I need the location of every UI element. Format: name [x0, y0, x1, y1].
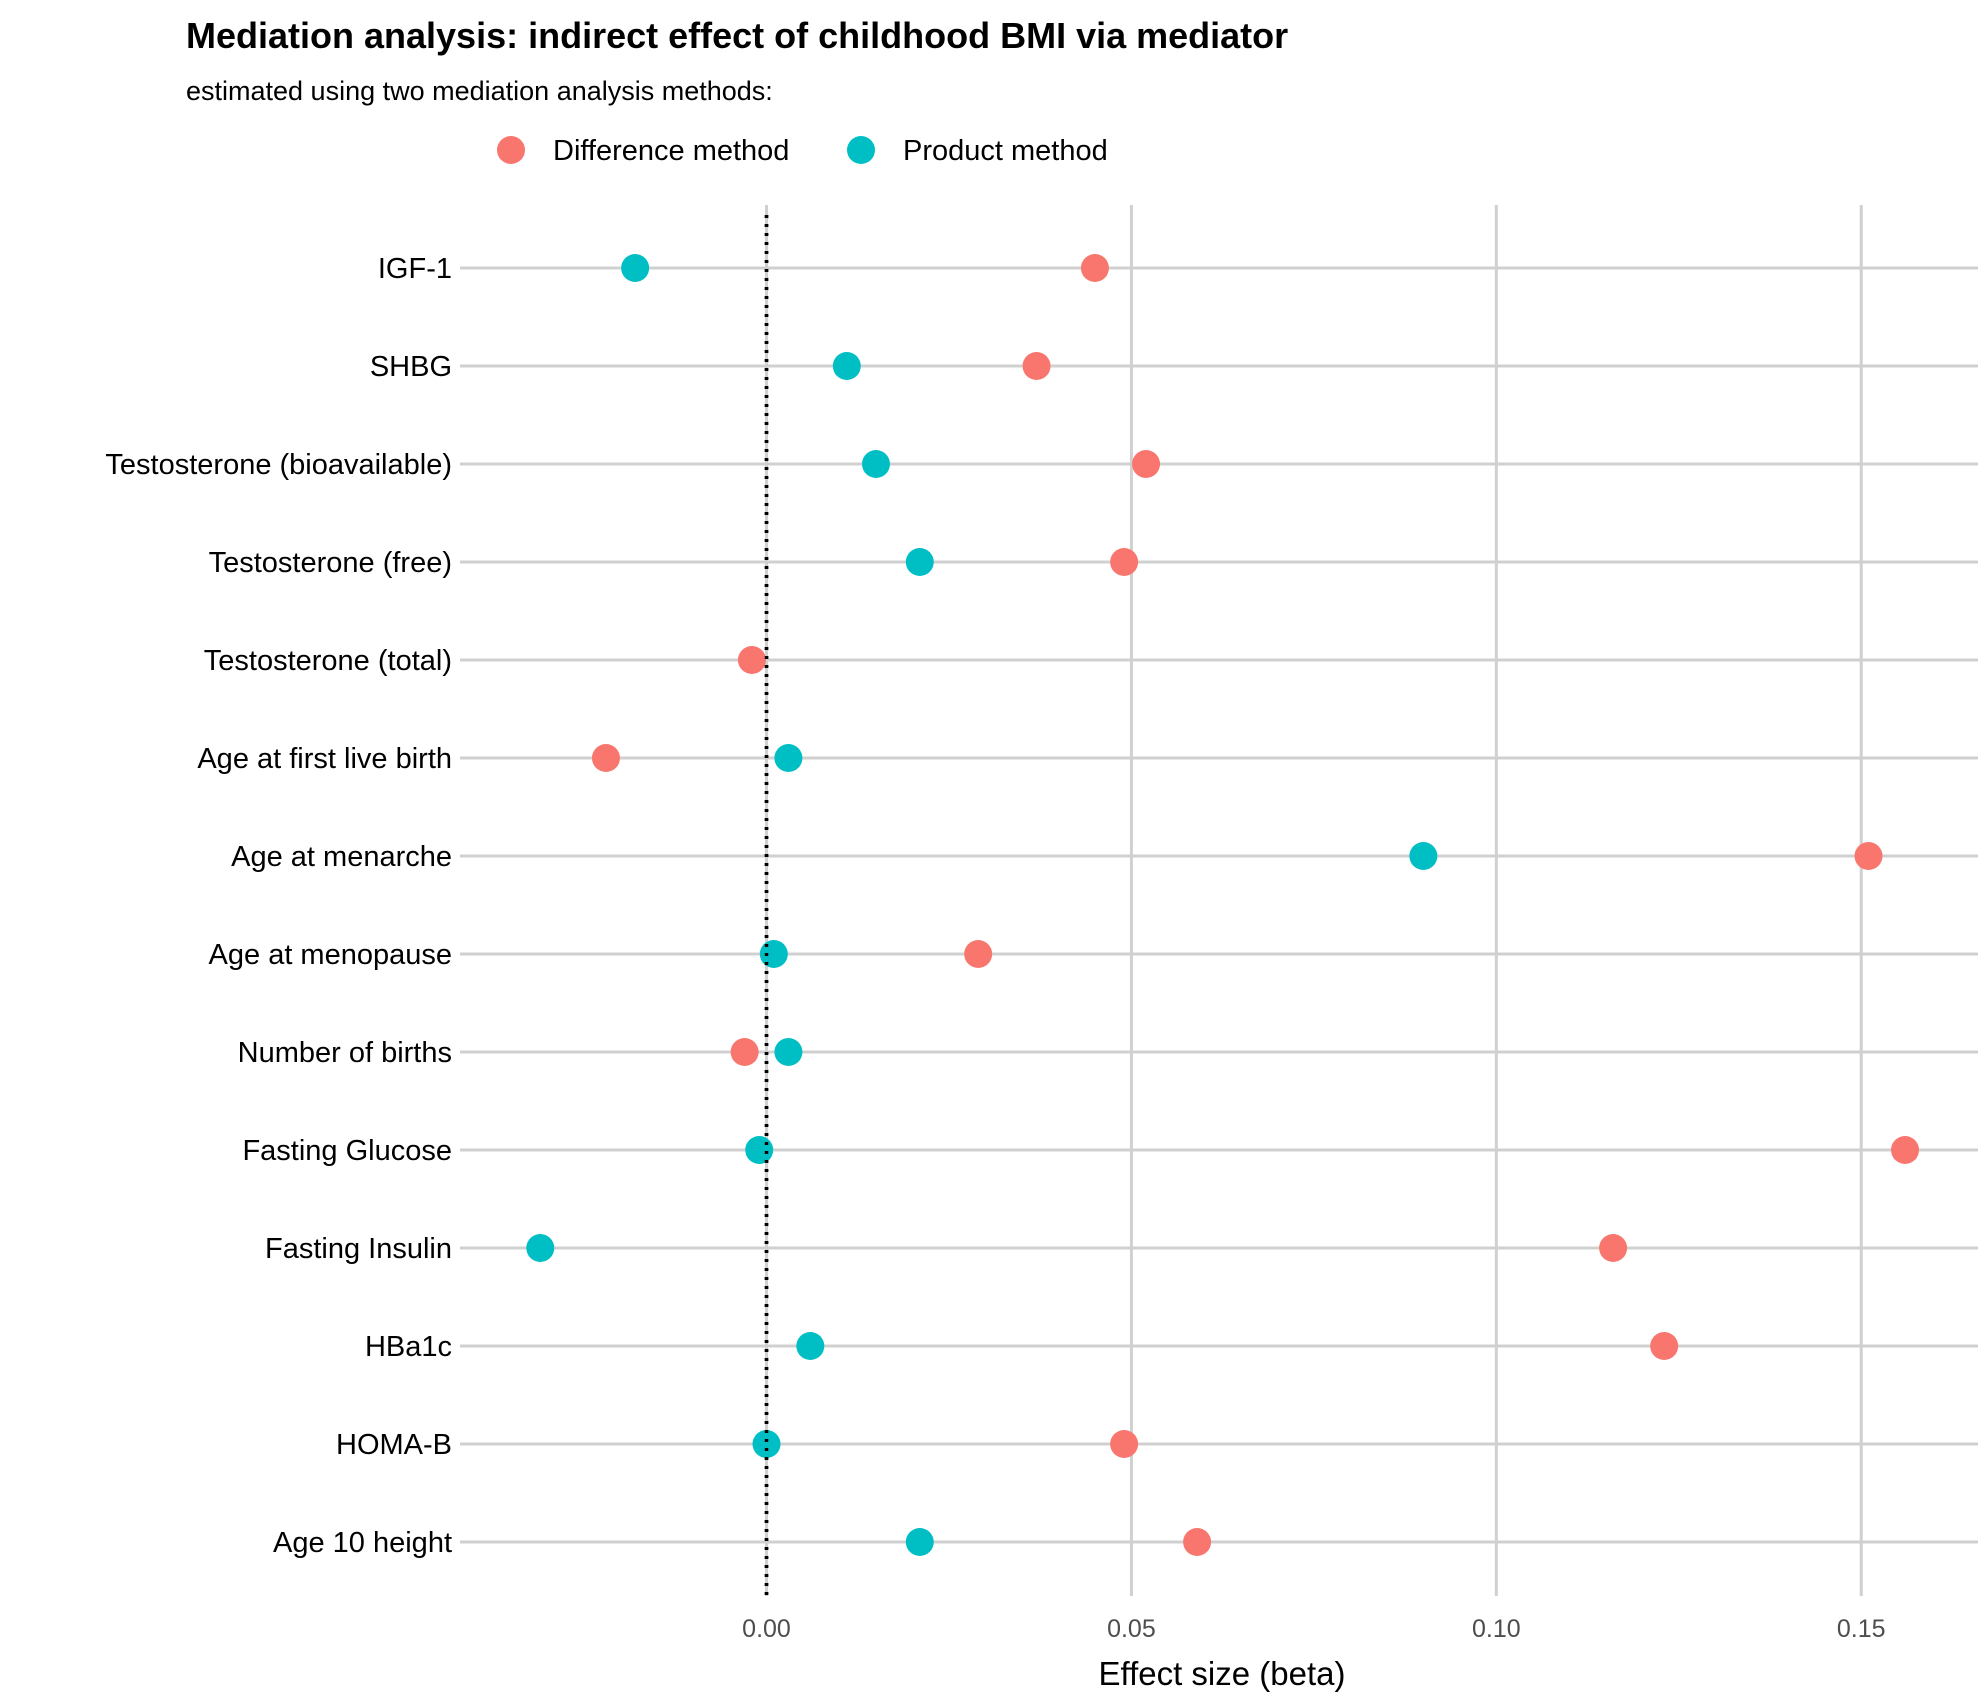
- difference-method-point: [591, 744, 620, 772]
- product-method-point: [759, 940, 788, 968]
- legend: Difference method Product method: [497, 135, 1108, 167]
- product-method-point: [796, 1332, 825, 1360]
- product-method-point: [621, 254, 650, 282]
- difference-method-point: [1110, 548, 1139, 576]
- y-tick-label: IGF-1: [378, 253, 452, 285]
- product-method-point: [1409, 842, 1438, 870]
- product-method-point: [526, 1234, 555, 1262]
- y-axis-labels: IGF-1 SHBG Testosterone (bioavailable) Test…: [105, 253, 452, 1559]
- y-tick-label: Age at first live birth: [197, 743, 452, 775]
- y-tick-label: Age at menarche: [231, 841, 452, 873]
- product-method-point: [745, 1136, 774, 1164]
- y-tick-label: SHBG: [370, 351, 452, 383]
- x-tick-label: 0.10: [1472, 1615, 1521, 1643]
- x-tick-label: 0.05: [1107, 1615, 1156, 1643]
- difference-method-point: [1022, 352, 1051, 380]
- legend-swatch-product: [847, 136, 875, 164]
- product-method-point: [832, 352, 861, 380]
- y-tick-label: Testosterone (bioavailable): [105, 449, 452, 481]
- difference-method-point: [1854, 842, 1883, 870]
- difference-method-point: [730, 1038, 759, 1066]
- difference-method-point: [1183, 1528, 1212, 1556]
- product-method-point: [905, 548, 934, 576]
- product-method-point: [861, 450, 890, 478]
- product-method-point: [774, 744, 803, 772]
- data-points: [526, 215, 1920, 1596]
- difference-method-point: [1110, 1430, 1139, 1458]
- product-method-point: [905, 1528, 934, 1556]
- difference-method-point: [1599, 1234, 1628, 1262]
- legend-label-product: Product method: [903, 135, 1108, 167]
- difference-method-point: [1080, 254, 1109, 282]
- chart-title: Mediation analysis: indirect effect of c…: [186, 15, 1288, 56]
- y-tick-label: Fasting Glucose: [242, 1135, 452, 1167]
- difference-method-point: [1891, 1136, 1920, 1164]
- y-tick-label: HBa1c: [365, 1331, 452, 1363]
- y-tick-label: Testosterone (free): [209, 547, 452, 579]
- legend-label-difference: Difference method: [553, 135, 789, 167]
- product-method-point: [774, 1038, 803, 1066]
- difference-method-point: [1650, 1332, 1679, 1360]
- x-axis-title: Effect size (beta): [1098, 1655, 1345, 1692]
- difference-method-point: [1132, 450, 1161, 478]
- x-tick-label: 0.00: [742, 1615, 791, 1643]
- difference-method-point: [964, 940, 993, 968]
- difference-method-point: [737, 646, 766, 674]
- legend-swatch-difference: [497, 136, 525, 164]
- x-tick-label: 0.15: [1837, 1615, 1886, 1643]
- grid: [460, 205, 1978, 1596]
- x-axis-ticks: 0.00 0.05 0.10 0.15: [742, 1615, 1885, 1643]
- y-tick-label: Testosterone (total): [204, 645, 452, 677]
- y-tick-label: Age 10 height: [273, 1527, 452, 1559]
- y-tick-label: Age at menopause: [209, 939, 452, 971]
- y-tick-label: HOMA-B: [336, 1429, 452, 1461]
- product-method-point: [752, 1430, 781, 1458]
- chart-subtitle: estimated using two mediation analysis m…: [186, 76, 773, 106]
- y-tick-label: Fasting Insulin: [265, 1233, 452, 1265]
- y-tick-label: Number of births: [238, 1037, 452, 1069]
